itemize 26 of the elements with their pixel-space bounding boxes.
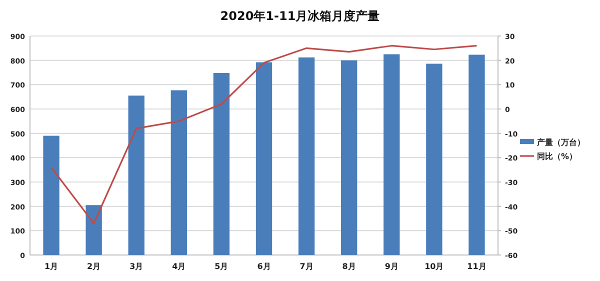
x-tick-label: 1月 <box>44 262 58 271</box>
bar <box>256 62 272 255</box>
x-tick-label: 3月 <box>130 262 144 271</box>
bar <box>341 60 358 255</box>
bar <box>86 205 102 255</box>
bar <box>384 54 400 255</box>
x-tick-label: 8月 <box>342 262 356 271</box>
bar <box>43 136 60 255</box>
bar <box>468 54 485 255</box>
x-tick-label: 6月 <box>257 262 271 271</box>
bar <box>426 64 442 255</box>
bar <box>170 90 187 255</box>
chart-title: 2020年1-11月冰箱月度产量 <box>220 9 380 23</box>
x-tick-label: 4月 <box>172 262 186 271</box>
bar <box>128 96 144 255</box>
bar <box>213 72 230 255</box>
x-tick-label: 9月 <box>384 262 398 271</box>
x-tick-label: 11月 <box>467 262 486 271</box>
x-tick-label: 2月 <box>87 262 101 271</box>
x-tick-label: 10月 <box>424 262 444 271</box>
bar <box>298 57 315 255</box>
legend-label: 同比（%） <box>537 152 578 161</box>
legend-label: 产量（万台） <box>536 138 585 147</box>
x-tick-label: 5月 <box>214 262 228 271</box>
line-series <box>50 44 478 224</box>
x-tick-label: 7月 <box>300 262 314 271</box>
